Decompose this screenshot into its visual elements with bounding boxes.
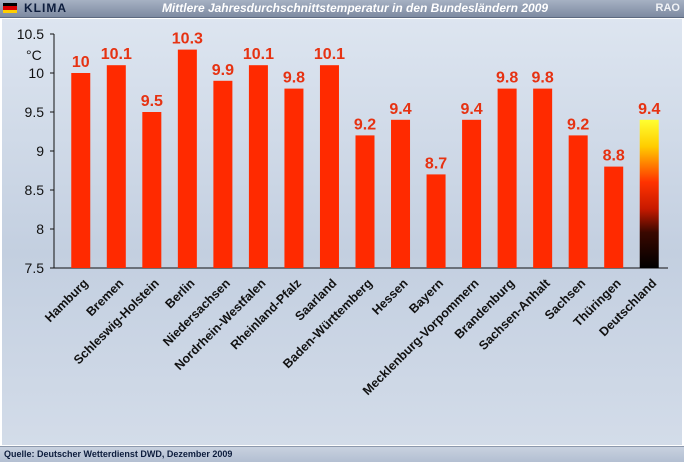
source-note: Quelle: Deutscher Wetterdienst DWD, Deze… — [4, 449, 233, 459]
value-label: 10.1 — [101, 46, 132, 63]
value-label: 9.4 — [460, 101, 482, 118]
value-label: 10 — [72, 54, 90, 71]
bar-bremen — [106, 65, 126, 268]
bar-niedersachsen — [213, 80, 233, 268]
value-label: 9.8 — [496, 70, 518, 87]
bar-nordrhein-westfalen — [248, 65, 268, 268]
bar-deutschland — [639, 119, 659, 268]
value-label: 9.8 — [532, 70, 554, 87]
flag-stripe-red — [3, 6, 17, 10]
source-bar: Quelle: Deutscher Wetterdienst DWD, Deze… — [0, 446, 684, 462]
value-label-group: 10 10.1 9.5 10.3 9.9 10.1 9.8 10.1 9.2 9.4 8.7 9.4 9… — [72, 31, 661, 173]
value-label: 9.4 — [638, 101, 660, 118]
publisher-logo: RAO — [655, 2, 680, 14]
x-tick-label: Hessen — [369, 276, 410, 317]
german-flag-icon — [3, 3, 17, 13]
bar-hessen — [391, 119, 411, 268]
flag-stripe-black — [3, 3, 17, 7]
x-tick-label: Hamburg — [42, 276, 91, 325]
bar-th-ringen — [604, 166, 624, 268]
value-label: 9.2 — [354, 116, 376, 133]
bar-mecklenburg-vorpommern — [462, 119, 482, 268]
value-label: 9.8 — [283, 70, 305, 87]
bar-berlin — [177, 49, 197, 268]
bar-sachsen — [568, 135, 588, 268]
y-tick-label: 9 — [36, 143, 44, 159]
bar-brandenburg — [497, 88, 517, 268]
value-label: 9.4 — [389, 101, 411, 118]
bar-sachsen-anhalt — [533, 88, 553, 268]
bar-hamburg — [71, 73, 91, 268]
bar-baden-w-rttemberg — [355, 135, 375, 268]
chart-title: Mittlere Jahresdurchschnittstemperatur i… — [161, 1, 549, 15]
value-label: 9.2 — [567, 116, 589, 133]
value-label: 8.7 — [425, 155, 447, 172]
y-tick-label: 10.5 — [17, 26, 44, 42]
y-tick-label: 8 — [36, 221, 44, 237]
y-tick-label: 8.5 — [25, 182, 45, 198]
value-label: 8.8 — [603, 148, 625, 165]
bar-bayern — [426, 174, 446, 268]
section-label: KLIMA — [24, 1, 67, 15]
y-axis-unit-label: °C — [26, 47, 42, 63]
flag-stripe-gold — [3, 9, 17, 13]
y-tick-group: 7.5 8 8.5 9 9.5 10 10.5 — [17, 26, 54, 276]
value-label: 10.1 — [243, 46, 274, 63]
y-tick-label: 7.5 — [25, 260, 45, 276]
bar-schleswig-holstein — [142, 112, 162, 268]
value-label: 9.5 — [141, 93, 163, 110]
value-label: 10.3 — [172, 31, 203, 48]
bar-saarland — [319, 65, 339, 268]
bar-chart: °C 7.5 8 8.5 9 9.5 10 10.5 10 10.1 9.5 10.3 9.9 10.… — [17, 26, 668, 398]
y-tick-label: 9.5 — [25, 104, 45, 120]
value-label: 9.9 — [212, 62, 234, 79]
header-bar: KLIMA Mittlere Jahresdurchschnittstemper… — [0, 0, 684, 18]
bar-group — [71, 49, 659, 268]
bar-rheinland-pfalz — [284, 88, 304, 268]
value-label: 10.1 — [314, 46, 345, 63]
y-tick-label: 10 — [28, 65, 44, 81]
